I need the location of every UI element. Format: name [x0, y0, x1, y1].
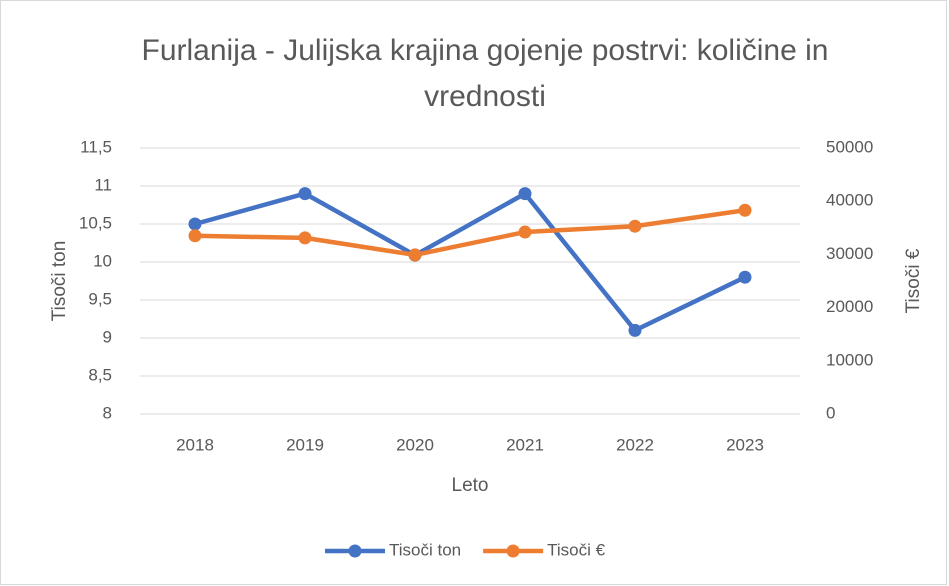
y-axis-label: Tisoči ton — [49, 241, 70, 322]
chart-title: Furlanija - Julijska krajina gojenje pos… — [141, 34, 829, 113]
point — [628, 219, 642, 233]
point — [738, 203, 752, 217]
x-tick-label: 2022 — [616, 435, 654, 454]
point — [188, 217, 202, 231]
y2-tick-label: 10000 — [826, 350, 873, 369]
point — [188, 229, 202, 243]
point — [628, 323, 642, 337]
point — [518, 225, 532, 239]
y-tick-label: 9 — [103, 327, 112, 346]
y2-axis-label: Tisoči € — [903, 248, 924, 313]
y2-tick-label: 30000 — [826, 244, 873, 263]
legend-marker — [506, 544, 520, 558]
y-tick-label: 11,5 — [80, 137, 112, 156]
y-tick-label: 10 — [93, 251, 112, 270]
y-tick-label: 11 — [94, 175, 112, 194]
point — [518, 187, 532, 201]
x-tick-label: 2020 — [396, 435, 434, 454]
y-tick-label: 8 — [103, 403, 112, 422]
x-tick-label: 2019 — [286, 435, 324, 454]
y-tick-label: 9,5 — [88, 289, 112, 308]
point — [298, 187, 312, 201]
y2-tick-label: 40000 — [826, 191, 873, 210]
x-tick-label: 2021 — [506, 435, 544, 454]
x-axis-label: Leto — [452, 475, 489, 496]
x-tick-label: 2023 — [726, 435, 764, 454]
y2-tick-label: 20000 — [826, 297, 873, 316]
y-tick-label: 10,5 — [79, 213, 112, 232]
legend-label: Tisoči ton — [389, 540, 461, 559]
series-line — [194, 191, 746, 333]
point — [408, 248, 422, 262]
point — [298, 231, 312, 245]
x-tick-label: 2018 — [176, 435, 214, 454]
y2-tick-label: 0 — [826, 403, 835, 422]
legend-marker — [348, 544, 362, 558]
series-line — [194, 208, 746, 258]
y-tick-label: 8,5 — [88, 365, 112, 384]
point — [738, 270, 752, 284]
y2-tick-label: 50000 — [826, 137, 873, 156]
legend-label: Tisoči € — [547, 540, 605, 559]
